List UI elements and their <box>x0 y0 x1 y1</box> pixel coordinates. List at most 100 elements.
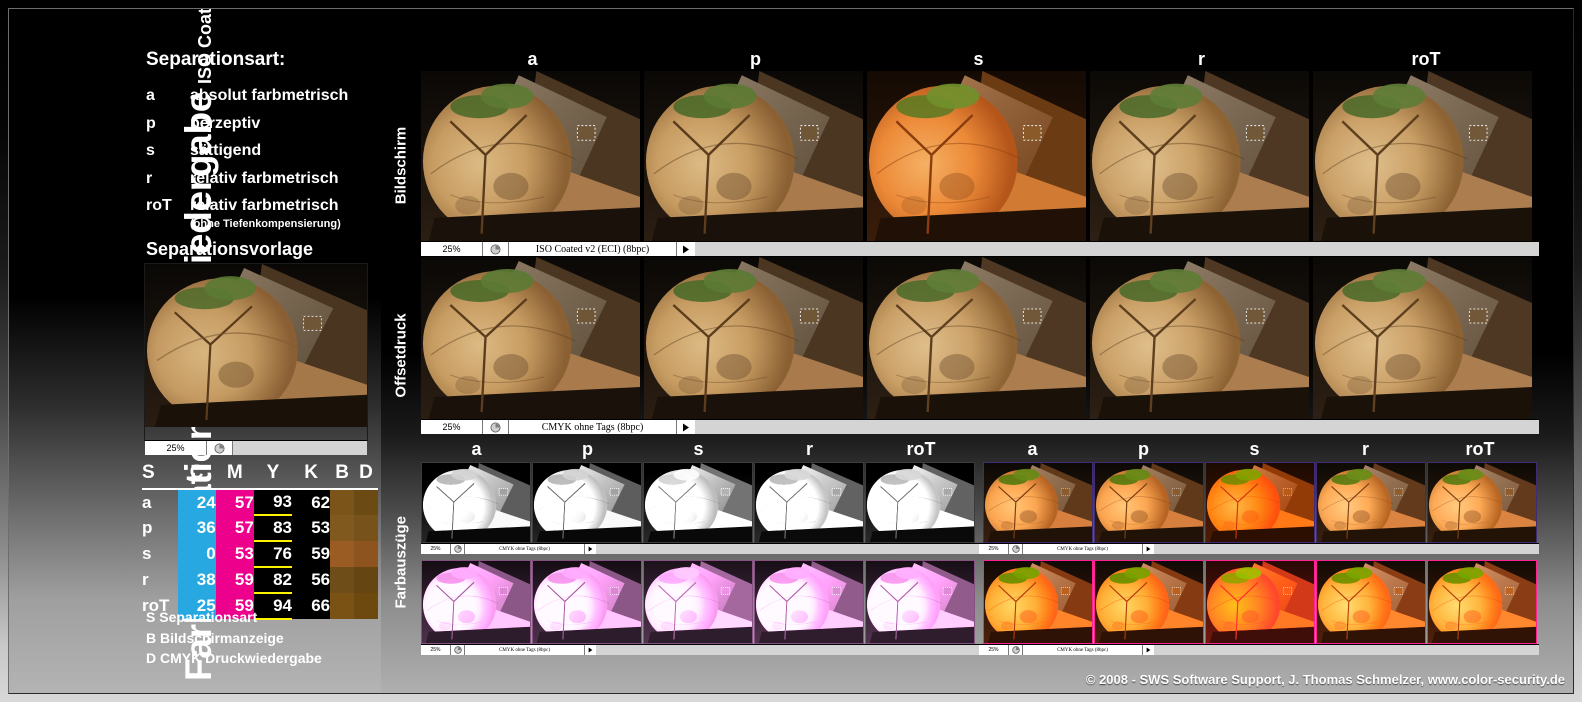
statusbar-filler <box>695 420 1539 434</box>
image-thumbnail[interactable] <box>1090 71 1309 241</box>
separation-thumbnail[interactable] <box>1205 462 1315 543</box>
col-header-roT: roT <box>1411 49 1441 69</box>
cell-k: 62 <box>291 489 331 515</box>
document-icon[interactable] <box>483 242 509 256</box>
zoom-level[interactable]: 25% <box>979 645 1009 655</box>
separation-thumbnail[interactable] <box>1205 560 1315 644</box>
zoom-level[interactable]: 25% <box>421 242 483 256</box>
statusbar-filler <box>1154 544 1539 554</box>
play-arrow-icon[interactable] <box>585 645 596 655</box>
sep-col-header-a2: a <box>1027 439 1038 459</box>
separation-thumbnail[interactable] <box>983 462 1093 543</box>
separation-thumbnail[interactable] <box>1094 560 1204 644</box>
cell-c: 38 <box>177 567 216 593</box>
statusbar-filler <box>1154 645 1539 655</box>
source-wood-photo <box>145 264 367 440</box>
separation-thumbnail[interactable] <box>1094 462 1204 543</box>
image-thumbnail[interactable] <box>1313 71 1532 241</box>
separation-thumbnail[interactable] <box>1427 462 1537 543</box>
document-icon[interactable] <box>483 420 509 434</box>
separation-thumbnail[interactable] <box>865 560 975 644</box>
separation-thumbnail[interactable] <box>865 462 975 543</box>
vertical-title: Farbseparation & Farbwiedergabe ISO Coat… <box>17 9 219 693</box>
source-image-window: 25% <box>144 263 368 455</box>
col-header-r: r <box>1197 49 1205 69</box>
image-thumbnail[interactable] <box>867 71 1086 241</box>
legend-key: a <box>146 87 155 104</box>
separation-thumbnail[interactable] <box>1316 462 1426 543</box>
table-row: r 38 59 82 56 <box>142 566 378 594</box>
legend-label: relativ farbmetrisch <box>190 169 339 187</box>
document-icon[interactable] <box>1009 544 1023 554</box>
cell-y: 83 <box>253 514 292 542</box>
separations-statusbar-3: 25% CMYK ohne Tags (8bpc) <box>421 644 979 655</box>
cell-k: 66 <box>291 593 331 619</box>
separation-thumbnail[interactable] <box>421 560 531 644</box>
separation-thumbnail[interactable] <box>1427 560 1537 644</box>
separation-thumbnail[interactable] <box>1316 560 1426 644</box>
col-header-y: Y <box>266 461 280 483</box>
document-icon[interactable] <box>451 645 465 655</box>
screen-thumbnail-strip <box>421 71 1539 241</box>
row-label: roT <box>142 596 170 615</box>
cell-c: 24 <box>177 489 216 515</box>
statusbar-filler <box>596 544 979 554</box>
document-icon[interactable] <box>1009 645 1023 655</box>
table-header-rule <box>142 486 378 490</box>
separation-thumbnail[interactable] <box>421 462 531 543</box>
play-arrow-icon[interactable] <box>585 544 596 554</box>
sep-col-header-s2: s <box>1249 439 1260 459</box>
cell-m: 53 <box>215 541 254 567</box>
separation-thumbnail[interactable] <box>643 462 753 543</box>
col-header-b: B <box>335 461 349 483</box>
image-thumbnail[interactable] <box>421 71 640 241</box>
document-icon[interactable] <box>451 544 465 554</box>
separation-thumbnail[interactable] <box>532 560 642 644</box>
copyright-footer: © 2008 - SWS Software Support, J. Thomas… <box>1085 672 1565 687</box>
play-arrow-icon[interactable] <box>677 242 695 256</box>
separation-thumbnail[interactable] <box>754 462 864 543</box>
side-label-bildschirm: Bildschirm <box>392 126 410 205</box>
zoom-level[interactable]: 25% <box>421 544 451 554</box>
profile-name: ISO Coated v2 (ECI) (8bpc) <box>509 242 677 256</box>
image-thumbnail[interactable] <box>644 71 863 241</box>
swatch-screen <box>330 489 355 515</box>
separation-thumbnail[interactable] <box>754 560 864 644</box>
swatch-print <box>354 515 378 541</box>
play-arrow-icon[interactable] <box>1143 544 1154 554</box>
separations-row-2 <box>421 560 1539 644</box>
separation-thumbnail[interactable] <box>983 560 1093 644</box>
profile-name: CMYK ohne Tags (8bpc) <box>465 645 585 655</box>
play-arrow-icon[interactable] <box>1143 645 1154 655</box>
zoom-level[interactable]: 25% <box>421 420 483 434</box>
swatch-print <box>354 593 378 619</box>
separation-thumbnail[interactable] <box>643 560 753 644</box>
cell-k: 56 <box>291 567 331 593</box>
profile-name: CMYK ohne Tags (8bpc) <box>1023 544 1143 554</box>
profile-name: CMYK ohne Tags (8bpc) <box>509 420 677 434</box>
profile-name: CMYK ohne Tags (8bpc) <box>465 544 585 554</box>
image-thumbnail[interactable] <box>421 257 640 419</box>
cell-m: 57 <box>215 489 254 515</box>
cell-c: 0 <box>177 541 216 567</box>
statusbar-filler <box>695 242 1539 256</box>
separation-thumbnail[interactable] <box>532 462 642 543</box>
image-thumbnail[interactable] <box>1090 257 1309 419</box>
document-icon[interactable] <box>207 441 233 455</box>
legend-item: roT relativ farbmetrisch (ohne Tiefenkom… <box>146 195 376 231</box>
image-thumbnail[interactable] <box>867 257 1086 419</box>
cell-k: 53 <box>291 515 331 541</box>
image-thumbnail[interactable] <box>644 257 863 419</box>
play-arrow-icon[interactable] <box>677 420 695 434</box>
left-info-column: Farbseparation & Farbwiedergabe ISO Coat… <box>9 9 381 693</box>
swatch-screen <box>330 593 355 619</box>
image-thumbnail[interactable] <box>1313 257 1532 419</box>
swatch-print <box>354 489 378 515</box>
swatch-print <box>354 541 378 567</box>
zoom-level[interactable]: 25% <box>145 441 207 455</box>
zoom-level[interactable]: 25% <box>979 544 1009 554</box>
legend-item: r relativ farbmetrisch <box>146 168 376 190</box>
table-key-d: D CMYK Druckwiedergabe <box>146 650 322 667</box>
zoom-level[interactable]: 25% <box>421 645 451 655</box>
table-row: roT 25 59 94 66 <box>142 592 378 620</box>
